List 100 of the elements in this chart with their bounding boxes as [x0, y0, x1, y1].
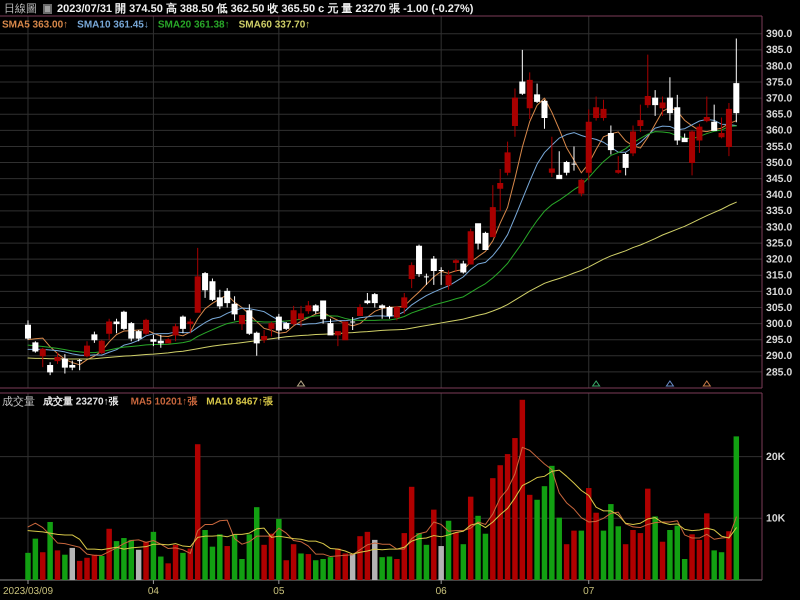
candlestick	[261, 330, 268, 344]
bar	[593, 512, 599, 580]
y-tick-label: 385.0	[766, 44, 792, 56]
candlestick	[165, 338, 172, 344]
candlestick	[232, 296, 238, 321]
bar	[622, 544, 628, 580]
bar	[224, 546, 230, 580]
candlestick	[24, 320, 31, 340]
candlestick	[187, 318, 194, 334]
bar	[460, 544, 466, 580]
bar	[718, 552, 724, 580]
bar	[180, 552, 186, 580]
candlestick	[630, 125, 636, 157]
bar	[320, 559, 326, 580]
candlestick	[622, 152, 629, 176]
bar	[616, 526, 621, 580]
bar	[608, 504, 614, 580]
bar	[674, 526, 680, 580]
candlestick	[512, 88, 518, 138]
candlestick	[637, 104, 644, 132]
y-tick-label: 10K	[766, 512, 786, 525]
bar	[630, 530, 636, 580]
bar	[99, 556, 105, 580]
y-tick-label: 20K	[766, 450, 786, 463]
bar	[194, 444, 200, 580]
text: SMA20 361.38↑	[158, 20, 230, 31]
bar	[158, 556, 164, 580]
bar	[468, 496, 474, 580]
candlestick	[468, 228, 474, 264]
candlestick	[76, 358, 83, 371]
bar	[217, 534, 223, 580]
chart-subtitle: 2023/07/31 開 374.50 高 388.50 低 362.50 收 365.50 c 元 量 23270 張 -1.00 (-0.27%)	[57, 2, 474, 15]
bar	[726, 531, 732, 580]
candlestick	[490, 184, 496, 238]
candlestick	[357, 304, 364, 316]
candlestick	[578, 178, 584, 197]
bar	[549, 466, 555, 580]
y-tick-label: 340.0	[766, 189, 792, 202]
bar	[586, 488, 592, 580]
y-tick-label: 315.0	[766, 270, 792, 282]
candlestick	[446, 270, 452, 290]
bar	[328, 557, 334, 580]
y-tick-label: 380.0	[766, 60, 792, 72]
bar	[254, 507, 260, 580]
y-tick-label: 295.0	[766, 334, 792, 346]
bar	[638, 533, 644, 580]
candlestick	[54, 352, 61, 364]
y-tick-label: 390.0	[766, 28, 792, 40]
text: SMA10 361.45↓	[77, 20, 149, 31]
candlestick	[526, 72, 533, 120]
bar	[128, 540, 134, 580]
bar	[284, 560, 289, 580]
bar	[652, 516, 658, 580]
bar	[335, 548, 341, 580]
y-tick-label: 345.0	[766, 173, 792, 186]
candlestick	[660, 96, 666, 116]
text: MA10 8467↑張	[206, 396, 274, 408]
bar	[350, 554, 356, 580]
annotation: 成交量 23270↑張	[42, 396, 120, 408]
chart-title: 成交量	[2, 394, 35, 408]
candlestick	[143, 318, 150, 336]
bar	[84, 558, 90, 580]
candlestick	[172, 323, 179, 342]
bar	[76, 560, 82, 580]
candlestick	[305, 300, 312, 314]
candlestick	[548, 136, 555, 178]
bar	[290, 544, 296, 580]
y-tick-label: 335.0	[766, 205, 792, 218]
candlestick	[91, 331, 98, 344]
bar	[734, 436, 740, 580]
bar	[298, 553, 304, 580]
x-tick-label: 06	[436, 586, 448, 598]
bar	[526, 494, 532, 580]
x-tick-label: 2023/03/09	[2, 586, 54, 598]
bar	[40, 552, 46, 580]
bar	[70, 548, 75, 580]
candlestick	[106, 318, 112, 340]
bar	[54, 550, 60, 580]
candlestick	[564, 160, 570, 176]
bar	[25, 552, 31, 580]
candlestick	[40, 347, 46, 368]
y-tick-label: 310.0	[766, 286, 792, 298]
candlestick	[47, 362, 54, 376]
candlestick	[180, 315, 186, 334]
candlestick	[586, 108, 592, 181]
bar	[106, 528, 112, 580]
chart-title: 日線圖	[4, 2, 37, 15]
bar	[143, 542, 149, 580]
candlestick	[519, 49, 526, 96]
bar	[92, 554, 98, 580]
x-tick-label: 07	[583, 586, 595, 598]
x-tick-label: 04	[148, 586, 160, 598]
bar	[246, 534, 252, 580]
bar	[682, 559, 688, 580]
bar	[172, 544, 178, 580]
bar	[32, 538, 38, 580]
bar	[150, 532, 156, 580]
candlestick	[84, 340, 90, 358]
candlestick	[350, 316, 356, 331]
bar	[571, 530, 577, 580]
